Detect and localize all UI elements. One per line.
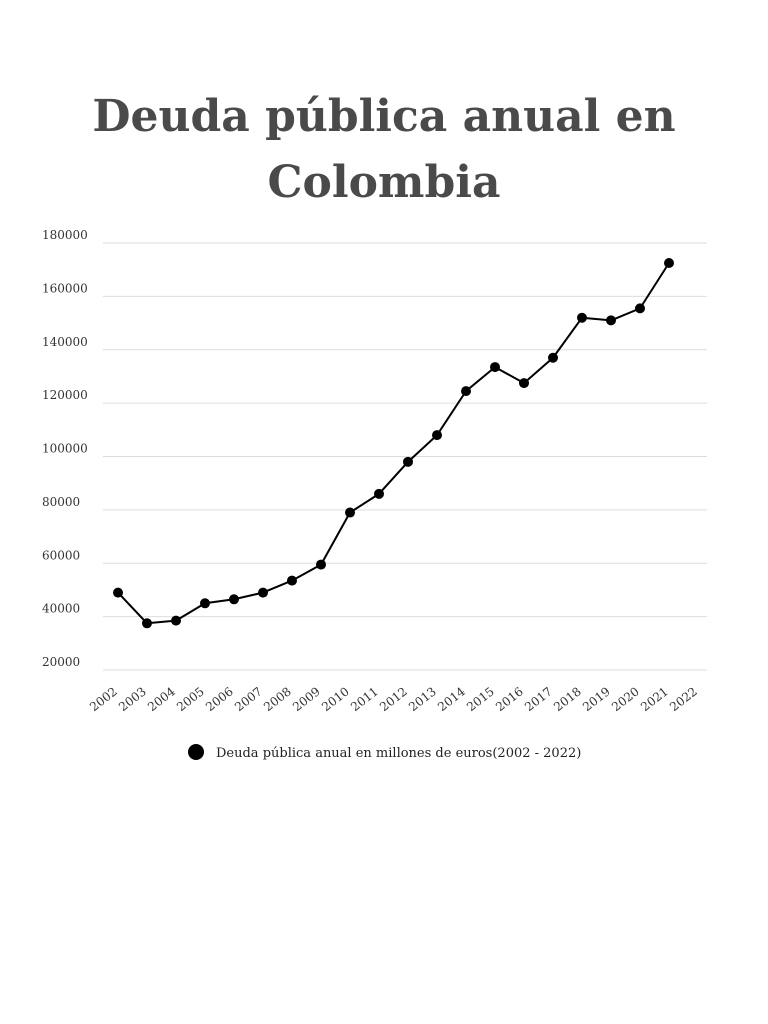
data-point bbox=[403, 456, 413, 467]
x-tick-label: 2004 bbox=[145, 684, 178, 714]
data-point bbox=[461, 386, 471, 397]
chart-title: Deuda pública anual en Colombia bbox=[0, 84, 768, 216]
x-tick-label: 2014 bbox=[435, 684, 468, 714]
x-tick-label: 2022 bbox=[667, 684, 700, 714]
x-tick-label: 2016 bbox=[493, 684, 526, 714]
data-point bbox=[432, 430, 442, 441]
data-point bbox=[113, 587, 123, 598]
data-point bbox=[635, 303, 645, 314]
data-point bbox=[606, 315, 616, 326]
data-point bbox=[519, 378, 529, 389]
data-point bbox=[664, 258, 674, 269]
data-point bbox=[200, 598, 210, 609]
y-tick-label: 80000 bbox=[42, 495, 80, 509]
x-axis-tick-labels: 2002200320042005200620072008200920102011… bbox=[87, 684, 700, 714]
y-tick-label: 100000 bbox=[42, 442, 88, 456]
x-tick-label: 2009 bbox=[290, 684, 323, 714]
data-point bbox=[258, 587, 268, 598]
data-points-layer bbox=[113, 258, 674, 629]
data-point bbox=[316, 559, 326, 570]
y-tick-label: 60000 bbox=[42, 548, 80, 562]
data-point bbox=[577, 312, 587, 323]
y-tick-label: 160000 bbox=[42, 281, 88, 295]
data-point bbox=[548, 352, 558, 363]
x-tick-label: 2011 bbox=[348, 684, 381, 714]
y-axis-tick-labels: 20000 40000 60000 80000 100000 120000 140000 16… bbox=[42, 228, 88, 669]
x-tick-label: 2018 bbox=[551, 684, 584, 714]
x-tick-label: 2020 bbox=[609, 684, 642, 714]
legend-label: Deuda pública anual en millones de euros… bbox=[216, 746, 581, 761]
x-tick-label: 2010 bbox=[319, 684, 352, 714]
x-tick-label: 2013 bbox=[406, 684, 439, 714]
y-tick-label: 140000 bbox=[42, 335, 88, 349]
chart-title-line-2: Colombia bbox=[267, 157, 501, 208]
y-tick-label: 40000 bbox=[42, 602, 80, 616]
y-tick-label: 120000 bbox=[42, 388, 88, 402]
data-point bbox=[374, 488, 384, 499]
x-tick-label: 2015 bbox=[464, 684, 497, 714]
x-tick-label: 2006 bbox=[203, 684, 236, 714]
x-tick-label: 2003 bbox=[116, 684, 149, 714]
data-point bbox=[287, 575, 297, 586]
x-tick-label: 2008 bbox=[261, 684, 294, 714]
x-tick-label: 2012 bbox=[377, 684, 410, 714]
data-point bbox=[345, 507, 355, 518]
data-point bbox=[490, 362, 500, 373]
x-tick-label: 2002 bbox=[87, 684, 120, 714]
legend: Deuda pública anual en millones de euros… bbox=[188, 744, 581, 761]
x-tick-label: 2021 bbox=[638, 684, 671, 714]
y-tick-label: 20000 bbox=[42, 655, 80, 669]
x-tick-label: 2017 bbox=[522, 684, 555, 714]
x-tick-label: 2007 bbox=[232, 684, 265, 714]
grid-lines bbox=[103, 242, 707, 671]
legend-marker bbox=[188, 744, 204, 760]
x-tick-label: 2019 bbox=[580, 684, 613, 714]
data-point bbox=[171, 615, 181, 626]
data-point bbox=[229, 594, 239, 605]
x-tick-label: 2005 bbox=[174, 684, 207, 714]
data-point bbox=[142, 618, 152, 629]
chart-title-line-1: Deuda pública anual en bbox=[92, 91, 676, 142]
y-tick-label: 180000 bbox=[42, 228, 88, 242]
